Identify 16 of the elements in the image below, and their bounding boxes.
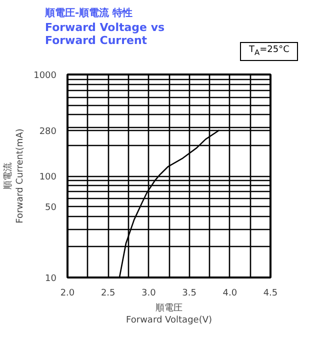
y-tick-label: 50 — [45, 202, 57, 213]
x-tick-label: 4.0 — [222, 288, 238, 298]
chart-subtitle: Forward Voltage vs Forward Current — [45, 20, 165, 48]
text: T$_{A}$=25°C — [240, 42, 298, 60]
x-tick-label: 3.0 — [142, 288, 156, 298]
y-tick-label: 280 — [39, 126, 57, 137]
x-tick-label: 3.5 — [182, 288, 196, 298]
chart-title: 順電圧-順電流 特性 — [45, 8, 134, 20]
y-axis-title: 順電流 Forward Current(mA) — [2, 128, 26, 223]
x-tick-label: 4.5 — [263, 288, 278, 298]
y-tick-label: 100 — [39, 172, 57, 182]
y-tick-label: 10 — [45, 274, 57, 284]
x-tick-label: 2.5 — [100, 288, 116, 298]
x-axis-title: 順電圧 Forward Voltage(V) — [126, 302, 212, 325]
x-tick-label: 2.0 — [60, 288, 75, 298]
y-tick-label: 1000 — [34, 70, 57, 80]
